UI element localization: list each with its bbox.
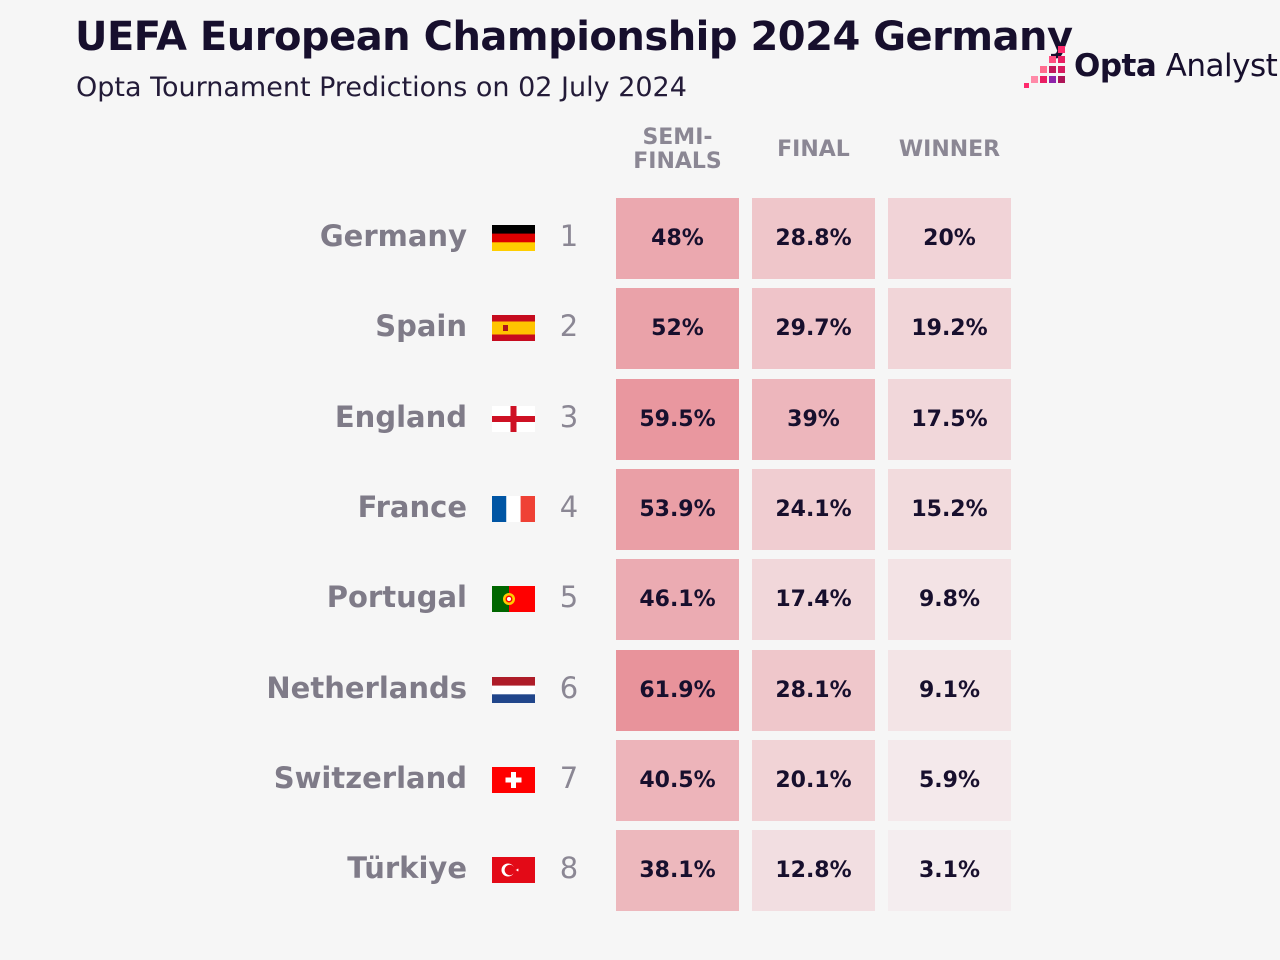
rank-label-0: 1 bbox=[559, 219, 579, 253]
chart-title: UEFA European Championship 2024 Germany bbox=[75, 14, 1073, 60]
rank-label-4: 5 bbox=[559, 580, 579, 615]
column-header-0: SEMI- FINALS bbox=[633, 125, 722, 174]
value-cell-7-2: 3.1% bbox=[888, 830, 1011, 912]
column-header-2: WINNER bbox=[898, 137, 1001, 162]
value-cell-3-2: 15.2% bbox=[888, 468, 1011, 550]
value-cell-0-0: 48% bbox=[616, 198, 739, 279]
england-flag-icon bbox=[492, 405, 535, 432]
value-cell-0-2: 20% bbox=[888, 198, 1011, 279]
spain-flag-icon bbox=[492, 315, 535, 342]
value-cell-1-0: 52% bbox=[616, 288, 739, 370]
column-header-1: FINAL bbox=[777, 137, 850, 162]
rank-label-1: 2 bbox=[559, 309, 579, 344]
rank-label-7: 8 bbox=[559, 851, 579, 886]
country-label-7: Türkiye bbox=[347, 851, 467, 886]
value-cell-1-1: 29.7% bbox=[752, 288, 875, 370]
value-cell-2-2: 17.5% bbox=[888, 378, 1011, 460]
rank-label-2: 3 bbox=[559, 399, 579, 434]
value-cell-7-0: 38.1% bbox=[616, 830, 739, 912]
country-label-0: Germany bbox=[319, 219, 467, 253]
value-cell-3-1: 24.1% bbox=[752, 468, 875, 550]
portugal-flag-icon bbox=[492, 586, 535, 613]
country-label-6: Switzerland bbox=[273, 760, 467, 795]
turkiye-flag-icon bbox=[492, 857, 535, 884]
value-cell-3-0: 53.9% bbox=[616, 468, 739, 550]
country-label-2: England bbox=[334, 399, 467, 434]
germany-flag-icon bbox=[492, 225, 535, 251]
value-cell-5-0: 61.9% bbox=[616, 649, 739, 731]
switzerland-flag-icon bbox=[492, 766, 535, 793]
value-cell-6-2: 5.9% bbox=[888, 739, 1011, 821]
country-label-4: Portugal bbox=[326, 580, 467, 615]
country-label-3: France bbox=[357, 489, 467, 524]
value-cell-4-1: 17.4% bbox=[752, 559, 875, 641]
value-cell-2-1: 39% bbox=[752, 378, 875, 460]
rank-label-3: 4 bbox=[559, 489, 579, 524]
value-cell-1-2: 19.2% bbox=[888, 288, 1011, 370]
rank-label-5: 6 bbox=[559, 670, 579, 705]
value-cell-6-0: 40.5% bbox=[616, 739, 739, 821]
logo-text: Opta Analyst bbox=[1074, 48, 1278, 84]
value-cell-0-1: 28.8% bbox=[752, 198, 875, 279]
value-cell-4-2: 9.8% bbox=[888, 559, 1011, 641]
value-cell-2-0: 59.5% bbox=[616, 378, 739, 460]
france-flag-icon bbox=[492, 495, 535, 522]
value-cell-7-1: 12.8% bbox=[752, 830, 875, 912]
value-cell-4-0: 46.1% bbox=[616, 559, 739, 641]
value-cell-5-1: 28.1% bbox=[752, 649, 875, 731]
value-cell-6-1: 20.1% bbox=[752, 739, 875, 821]
rank-label-6: 7 bbox=[559, 760, 579, 795]
value-cell-5-2: 9.1% bbox=[888, 649, 1011, 731]
country-label-1: Spain bbox=[375, 309, 467, 344]
chart-subtitle: Opta Tournament Predictions on 02 July 2… bbox=[76, 72, 687, 103]
netherlands-flag-icon bbox=[492, 676, 535, 703]
opta-analyst-logo: Opta Analyst bbox=[1022, 40, 1278, 92]
country-label-5: Netherlands bbox=[266, 670, 467, 705]
opta-bars-icon bbox=[1024, 46, 1065, 88]
